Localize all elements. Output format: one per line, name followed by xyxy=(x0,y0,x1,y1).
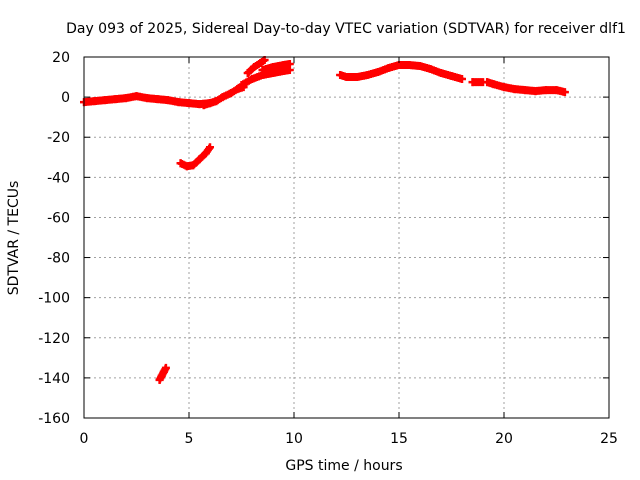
data-point xyxy=(437,69,445,78)
data-series-arc-9 xyxy=(468,78,487,87)
y-tick-label: -80 xyxy=(47,251,70,267)
data-point xyxy=(269,63,277,72)
data-point xyxy=(542,86,550,95)
grid xyxy=(84,57,609,418)
data-point xyxy=(155,375,164,384)
y-tick-label: 20 xyxy=(52,50,70,66)
x-tick-label: 10 xyxy=(285,431,303,447)
data-point xyxy=(363,71,372,80)
data-series-arc-4 xyxy=(243,56,269,78)
y-tick-label: -20 xyxy=(47,130,70,146)
data-point xyxy=(227,89,235,98)
x-tick-label: 20 xyxy=(495,431,513,447)
data-series-arc-5 xyxy=(258,60,294,75)
y-tick-label: -160 xyxy=(38,411,70,427)
data-point xyxy=(256,59,265,68)
y-tick-label: -140 xyxy=(38,371,70,387)
data-point xyxy=(258,66,267,75)
data-point xyxy=(157,371,166,380)
axis-ticks: 0 5 10 15 20 25 -160 -140 -120 -100 -80 -60 -40 -20 0 2… xyxy=(38,50,618,447)
data-point xyxy=(285,60,294,69)
data-point xyxy=(416,62,424,71)
data-point xyxy=(560,88,569,97)
data-point xyxy=(233,85,242,94)
data-point xyxy=(132,92,141,101)
data-point xyxy=(122,94,130,103)
data-series-arc-6 xyxy=(176,143,214,171)
data-point xyxy=(185,99,193,108)
data-point xyxy=(500,83,508,92)
x-tick-label: 0 xyxy=(80,431,89,447)
x-tick-label: 25 xyxy=(600,431,618,447)
data-series-arc-10 xyxy=(483,78,569,97)
data-point xyxy=(159,367,168,376)
data-point xyxy=(206,99,214,108)
data-point xyxy=(510,85,519,94)
data-point xyxy=(384,64,393,73)
data-point xyxy=(164,96,172,105)
y-axis-title: SDTVAR / TECUs xyxy=(6,181,22,296)
data-series-arc-3 xyxy=(237,66,294,90)
data-point xyxy=(189,161,198,170)
data-point xyxy=(374,68,382,77)
data-point xyxy=(447,72,456,81)
data-point xyxy=(405,61,414,70)
data-point xyxy=(161,363,170,372)
data-point xyxy=(101,96,109,105)
data-point xyxy=(201,149,210,158)
plot-frame xyxy=(83,56,610,419)
y-tick-label: -120 xyxy=(38,331,70,347)
data-point xyxy=(489,80,498,89)
data-series-arc-8 xyxy=(336,61,466,84)
y-tick-label: -100 xyxy=(38,291,70,307)
y-tick-label: -40 xyxy=(47,170,70,186)
data-point xyxy=(218,93,227,102)
data-point xyxy=(143,94,151,103)
data-point xyxy=(206,143,214,152)
x-axis-title: GPS time / hours xyxy=(285,458,402,474)
data-point xyxy=(237,81,246,90)
data-point xyxy=(248,75,256,84)
x-tick-label: 5 xyxy=(185,431,194,447)
data-point xyxy=(468,78,477,87)
data-series-arc-7 xyxy=(155,363,170,384)
data-point xyxy=(153,95,162,104)
data-point xyxy=(195,155,204,164)
data-point xyxy=(458,75,466,84)
data-point xyxy=(552,86,561,95)
data-point xyxy=(176,159,185,168)
data-point xyxy=(212,97,221,106)
data-point xyxy=(111,95,120,104)
data-point xyxy=(90,97,99,106)
data-point xyxy=(250,63,259,72)
y-tick-label: -60 xyxy=(47,210,70,226)
y-tick-label: 0 xyxy=(61,90,70,106)
data-point xyxy=(243,69,252,78)
data-point xyxy=(342,73,351,82)
data-point xyxy=(531,87,540,96)
data-point xyxy=(426,65,435,74)
data-point xyxy=(199,101,208,110)
chart-title: Day 093 of 2025, Sidereal Day-to-day VTE… xyxy=(66,21,626,37)
x-tick-label: 15 xyxy=(390,431,408,447)
data-point xyxy=(353,73,361,82)
data-point xyxy=(521,86,529,95)
data-point xyxy=(336,71,345,80)
data-point xyxy=(174,98,183,107)
data-point xyxy=(483,78,492,87)
